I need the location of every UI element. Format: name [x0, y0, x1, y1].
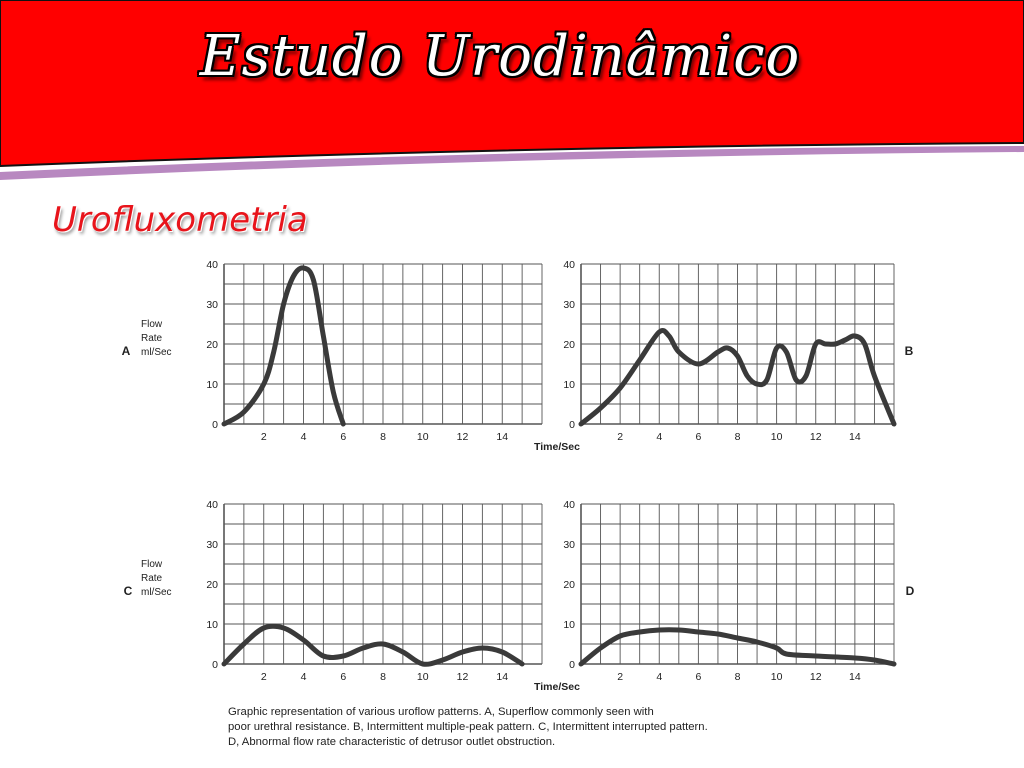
- x-tick-label: 2: [617, 431, 623, 443]
- title-bar-shape: [0, 0, 1024, 180]
- flow-curve: [578, 327, 897, 427]
- x-tick-label: 14: [496, 431, 508, 443]
- x-tick-label: 14: [849, 431, 861, 443]
- y-axis-label: Rate: [141, 333, 163, 344]
- x-tick-label: 10: [417, 431, 429, 443]
- x-tick-label: 6: [695, 431, 701, 443]
- y-axis-label: Flow: [141, 319, 163, 330]
- y-tick-label: 30: [563, 539, 575, 551]
- x-tick-label: 6: [340, 671, 346, 683]
- x-tick-label: 4: [301, 431, 307, 443]
- x-tick-label: 12: [457, 671, 469, 683]
- title-banner: Estudo Urodinâmico: [0, 0, 1024, 185]
- x-tick-label: 2: [617, 671, 623, 683]
- panel-letter: C: [124, 584, 133, 598]
- y-tick-label: 40: [563, 259, 575, 271]
- y-tick-label: 40: [206, 259, 218, 271]
- x-tick-label: 14: [849, 671, 861, 683]
- y-axis-label: Rate: [141, 573, 163, 584]
- slide-subtitle: Urofluxometria: [52, 200, 308, 240]
- x-tick-label: 4: [656, 671, 662, 683]
- x-tick-label: 10: [771, 431, 783, 443]
- x-tick-label: 8: [380, 671, 386, 683]
- y-tick-label: 20: [563, 339, 575, 351]
- y-axis-label: ml/Sec: [141, 587, 172, 598]
- x-tick-label: 8: [380, 431, 386, 443]
- accent-line: [0, 146, 1024, 180]
- y-axis-label: Flow: [141, 559, 163, 570]
- y-tick-label: 10: [206, 619, 218, 631]
- y-axis-label: ml/Sec: [141, 347, 172, 358]
- title-bar-fill: [0, 0, 1024, 168]
- y-tick-label: 0: [212, 419, 218, 431]
- x-tick-label: 4: [301, 671, 307, 683]
- x-tick-label: 12: [457, 431, 469, 443]
- y-tick-label: 30: [206, 299, 218, 311]
- panel-letter: D: [906, 584, 915, 598]
- caption-line: D, Abnormal flow rate characteristic of …: [228, 736, 556, 748]
- y-tick-label: 0: [569, 659, 575, 671]
- x-tick-label: 10: [771, 671, 783, 683]
- panel-letter: B: [905, 344, 914, 358]
- x-axis-label: Time/Sec: [534, 441, 580, 453]
- y-tick-label: 20: [206, 579, 218, 591]
- y-tick-label: 20: [563, 579, 575, 591]
- y-tick-label: 0: [212, 659, 218, 671]
- y-tick-label: 40: [206, 499, 218, 511]
- y-tick-label: 10: [563, 619, 575, 631]
- x-tick-label: 2: [261, 671, 267, 683]
- y-tick-label: 40: [563, 499, 575, 511]
- figure-caption: Graphic representation of various uroflo…: [228, 705, 828, 750]
- y-tick-label: 0: [569, 419, 575, 431]
- x-tick-label: 8: [735, 671, 741, 683]
- x-tick-label: 12: [810, 431, 822, 443]
- y-tick-label: 10: [563, 379, 575, 391]
- x-tick-label: 12: [810, 671, 822, 683]
- y-tick-label: 10: [206, 379, 218, 391]
- x-tick-label: 2: [261, 431, 267, 443]
- panel-letter: A: [122, 344, 131, 358]
- y-tick-label: 30: [206, 539, 218, 551]
- x-tick-label: 6: [695, 671, 701, 683]
- y-tick-label: 30: [563, 299, 575, 311]
- flow-curve: [221, 623, 525, 667]
- caption-line: poor urethral resistance. B, Intermitten…: [228, 721, 708, 733]
- x-axis-label: Time/Sec: [534, 681, 580, 693]
- x-tick-label: 8: [735, 431, 741, 443]
- flow-curve: [578, 627, 897, 667]
- x-tick-label: 4: [656, 431, 662, 443]
- flow-curve: [221, 265, 346, 427]
- x-tick-label: 10: [417, 671, 429, 683]
- x-tick-label: 14: [496, 671, 508, 683]
- y-tick-label: 20: [206, 339, 218, 351]
- x-tick-label: 6: [340, 431, 346, 443]
- caption-line: Graphic representation of various uroflo…: [228, 706, 654, 718]
- slide-title: Estudo Urodinâmico: [199, 24, 801, 89]
